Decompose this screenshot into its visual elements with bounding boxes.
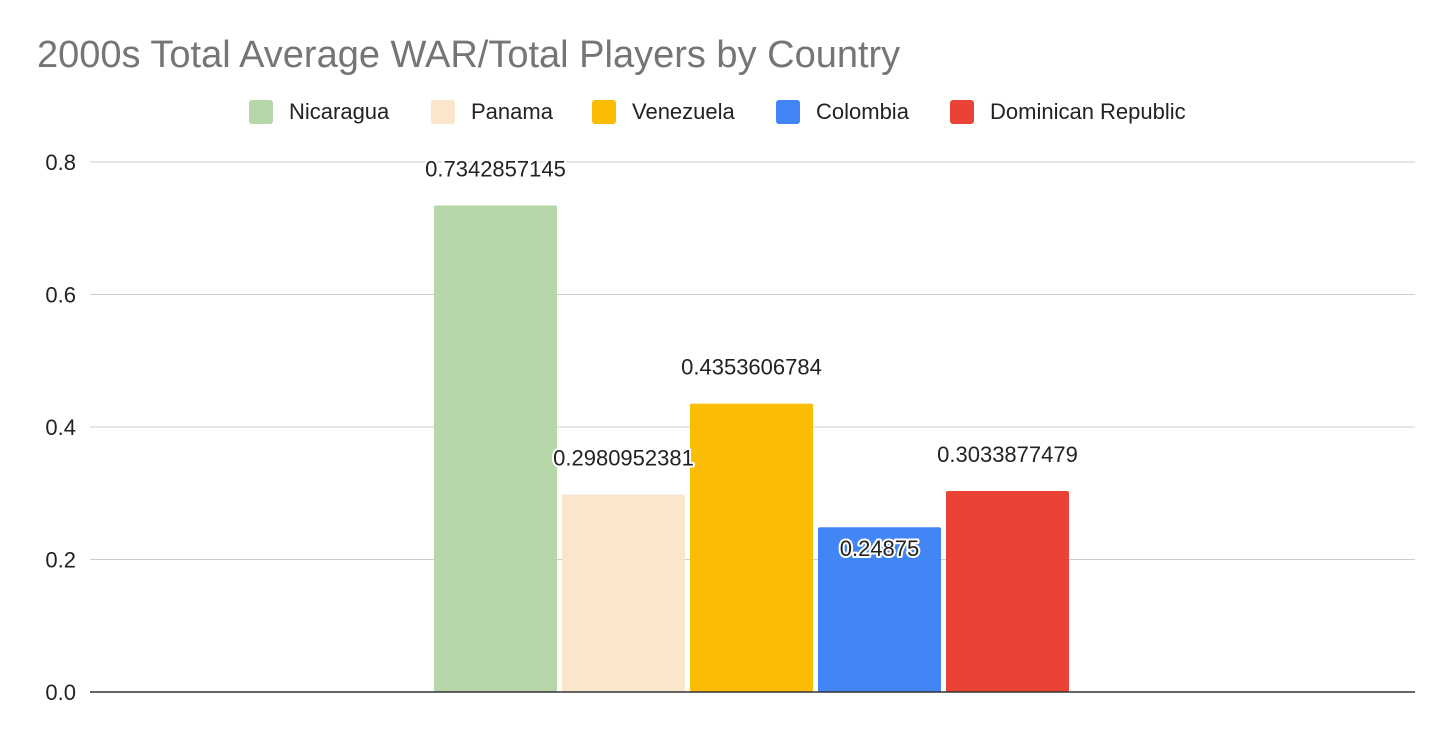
bar-panama[interactable] — [562, 494, 685, 692]
legend-item-panama[interactable]: Panama — [431, 96, 553, 128]
data-label-panama: 0.2980952381 — [553, 446, 694, 471]
data-label-colombia: 0.24875 — [840, 536, 920, 561]
y-tick-label-4: 0.8 — [45, 150, 76, 175]
y-tick-label-3: 0.6 — [45, 283, 76, 308]
bars — [434, 205, 1069, 693]
data-label-dominican-republic: 0.3033877479 — [937, 442, 1078, 467]
data-label-nicaragua: 0.7342857145 — [425, 157, 566, 182]
legend-swatch-colombia — [776, 100, 800, 124]
legend-swatch-venezuela — [592, 100, 616, 124]
legend-item-nicaragua[interactable]: Nicaragua — [249, 96, 389, 128]
legend-item-dominican-republic[interactable]: Dominican Republic — [950, 96, 1186, 128]
legend-label-dominican-republic: Dominican Republic — [990, 99, 1186, 124]
y-tick-label-1: 0.2 — [45, 548, 76, 573]
legend-label-panama: Panama — [471, 99, 553, 124]
data-label-venezuela: 0.4353606784 — [681, 355, 822, 380]
legend-label-nicaragua: Nicaragua — [289, 99, 390, 124]
y-tick-label-0: 0.0 — [45, 680, 76, 705]
legend-swatch-nicaragua — [249, 100, 273, 124]
legend-swatch-panama — [431, 100, 455, 124]
legend-label-colombia: Colombia — [816, 99, 909, 124]
legend-label-venezuela: Venezuela — [632, 99, 735, 124]
bar-dominican-republic[interactable] — [946, 491, 1069, 692]
legend-swatch-dominican-republic — [950, 100, 974, 124]
y-axis-ticks: 0.0 0.2 0.4 0.6 0.8 — [45, 150, 76, 705]
bar-venezuela[interactable] — [690, 403, 813, 692]
data-labels: 0.7342857145 0.2980952381 0.4353606784 0.24… — [423, 155, 1080, 564]
bar-colombia[interactable] — [818, 527, 941, 692]
y-tick-label-2: 0.4 — [45, 415, 76, 440]
legend: Nicaragua Panama Venezuela Colombia Domi… — [0, 96, 1452, 128]
chart-title: 2000s Total Average WAR/Total Players by… — [37, 34, 901, 76]
legend-item-colombia[interactable]: Colombia — [776, 96, 909, 128]
legend-item-venezuela[interactable]: Venezuela — [592, 96, 735, 128]
bar-nicaragua[interactable] — [434, 205, 557, 693]
